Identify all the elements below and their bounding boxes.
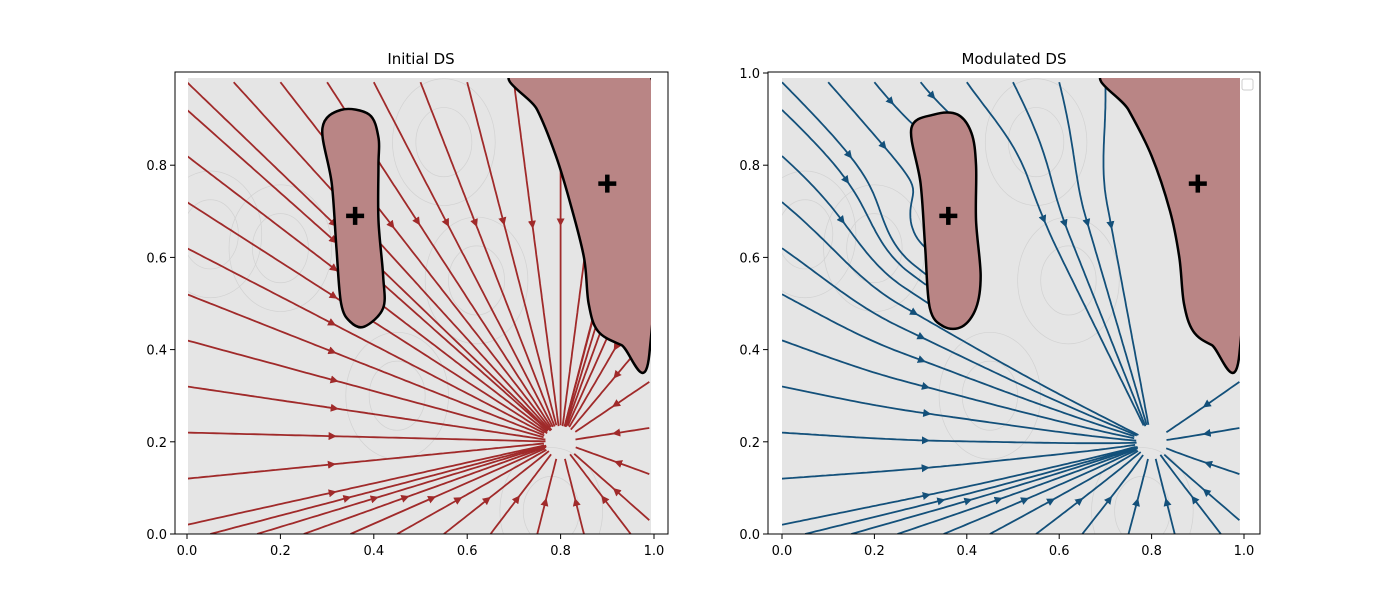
streamline-arrow [618,463,622,464]
streamline-arrow [923,386,927,387]
y-tick-label: 0.0 [739,528,760,543]
streamline-arrow [329,350,332,351]
y-tick-label: 0.2 [739,436,760,451]
y-tick-label: 1.0 [739,67,760,82]
streamline-arrow [502,218,503,222]
x-tick-label: 0.2 [270,544,291,559]
y-tick-label: 0.4 [739,344,760,359]
streamline-arrow [402,497,406,498]
streamline-arrow [1064,220,1065,223]
legend-box [1242,79,1253,90]
x-tick-label: 0.8 [550,544,571,559]
y-axis: 0.0 0.2 0.4 0.6 0.8 1.0 [739,67,768,543]
streamline-arrow [474,220,475,223]
streamline-arrow [965,500,969,501]
streamline-arrow [1207,433,1211,434]
y-tick-label: 0.8 [739,159,760,174]
streamline-arrow [923,495,927,496]
x-tick-label: 1.0 [644,544,665,559]
streamline-arrow [1136,502,1137,506]
streamline-arrow [1110,222,1111,226]
x-tick-label: 0.6 [1049,544,1070,559]
y-tick-label: 0.2 [146,436,167,451]
y-tick-label: 0.6 [739,251,760,266]
x-tick-label: 0.6 [457,544,478,559]
y-axis: 0.0 0.2 0.4 0.6 0.8 [146,159,175,543]
y-tick-label: 0.4 [146,344,167,359]
x-tick-label: 0.4 [363,544,384,559]
streamline-arrow [1167,502,1168,506]
streamline-arrow [919,359,922,360]
x-tick-label: 0.0 [772,544,793,559]
y-tick-label: 0.6 [146,251,167,266]
streamline-arrow [371,498,375,499]
x-tick-label: 0.8 [1141,544,1162,559]
streamline-arrow [938,500,942,501]
panel-title: Initial DS [387,50,454,68]
streamline-arrow [329,492,333,493]
streamline-arrow [331,408,335,409]
x-tick-label: 0.4 [956,544,977,559]
streamline-arrow [576,502,577,506]
x-axis: 0.0 0.2 0.4 0.6 0.8 1.0 [772,534,1255,559]
streamline-arrow [1208,463,1211,464]
x-tick-label: 0.0 [177,544,198,559]
x-tick-label: 0.2 [864,544,885,559]
streamline-arrow [331,379,335,380]
streamline-arrow [924,413,928,414]
streamline-arrow [995,499,998,500]
panel-title: Modulated DS [962,50,1067,68]
y-tick-label: 0.0 [146,528,167,543]
streamline-arrow [1086,220,1087,224]
y-tick-label: 0.8 [146,159,167,174]
streamline-arrow [344,498,348,499]
x-axis: 0.0 0.2 0.4 0.6 0.8 1.0 [177,534,665,559]
streamline-arrow [544,502,545,506]
streamline-arrow [616,433,620,434]
x-tick-label: 1.0 [1234,544,1255,559]
